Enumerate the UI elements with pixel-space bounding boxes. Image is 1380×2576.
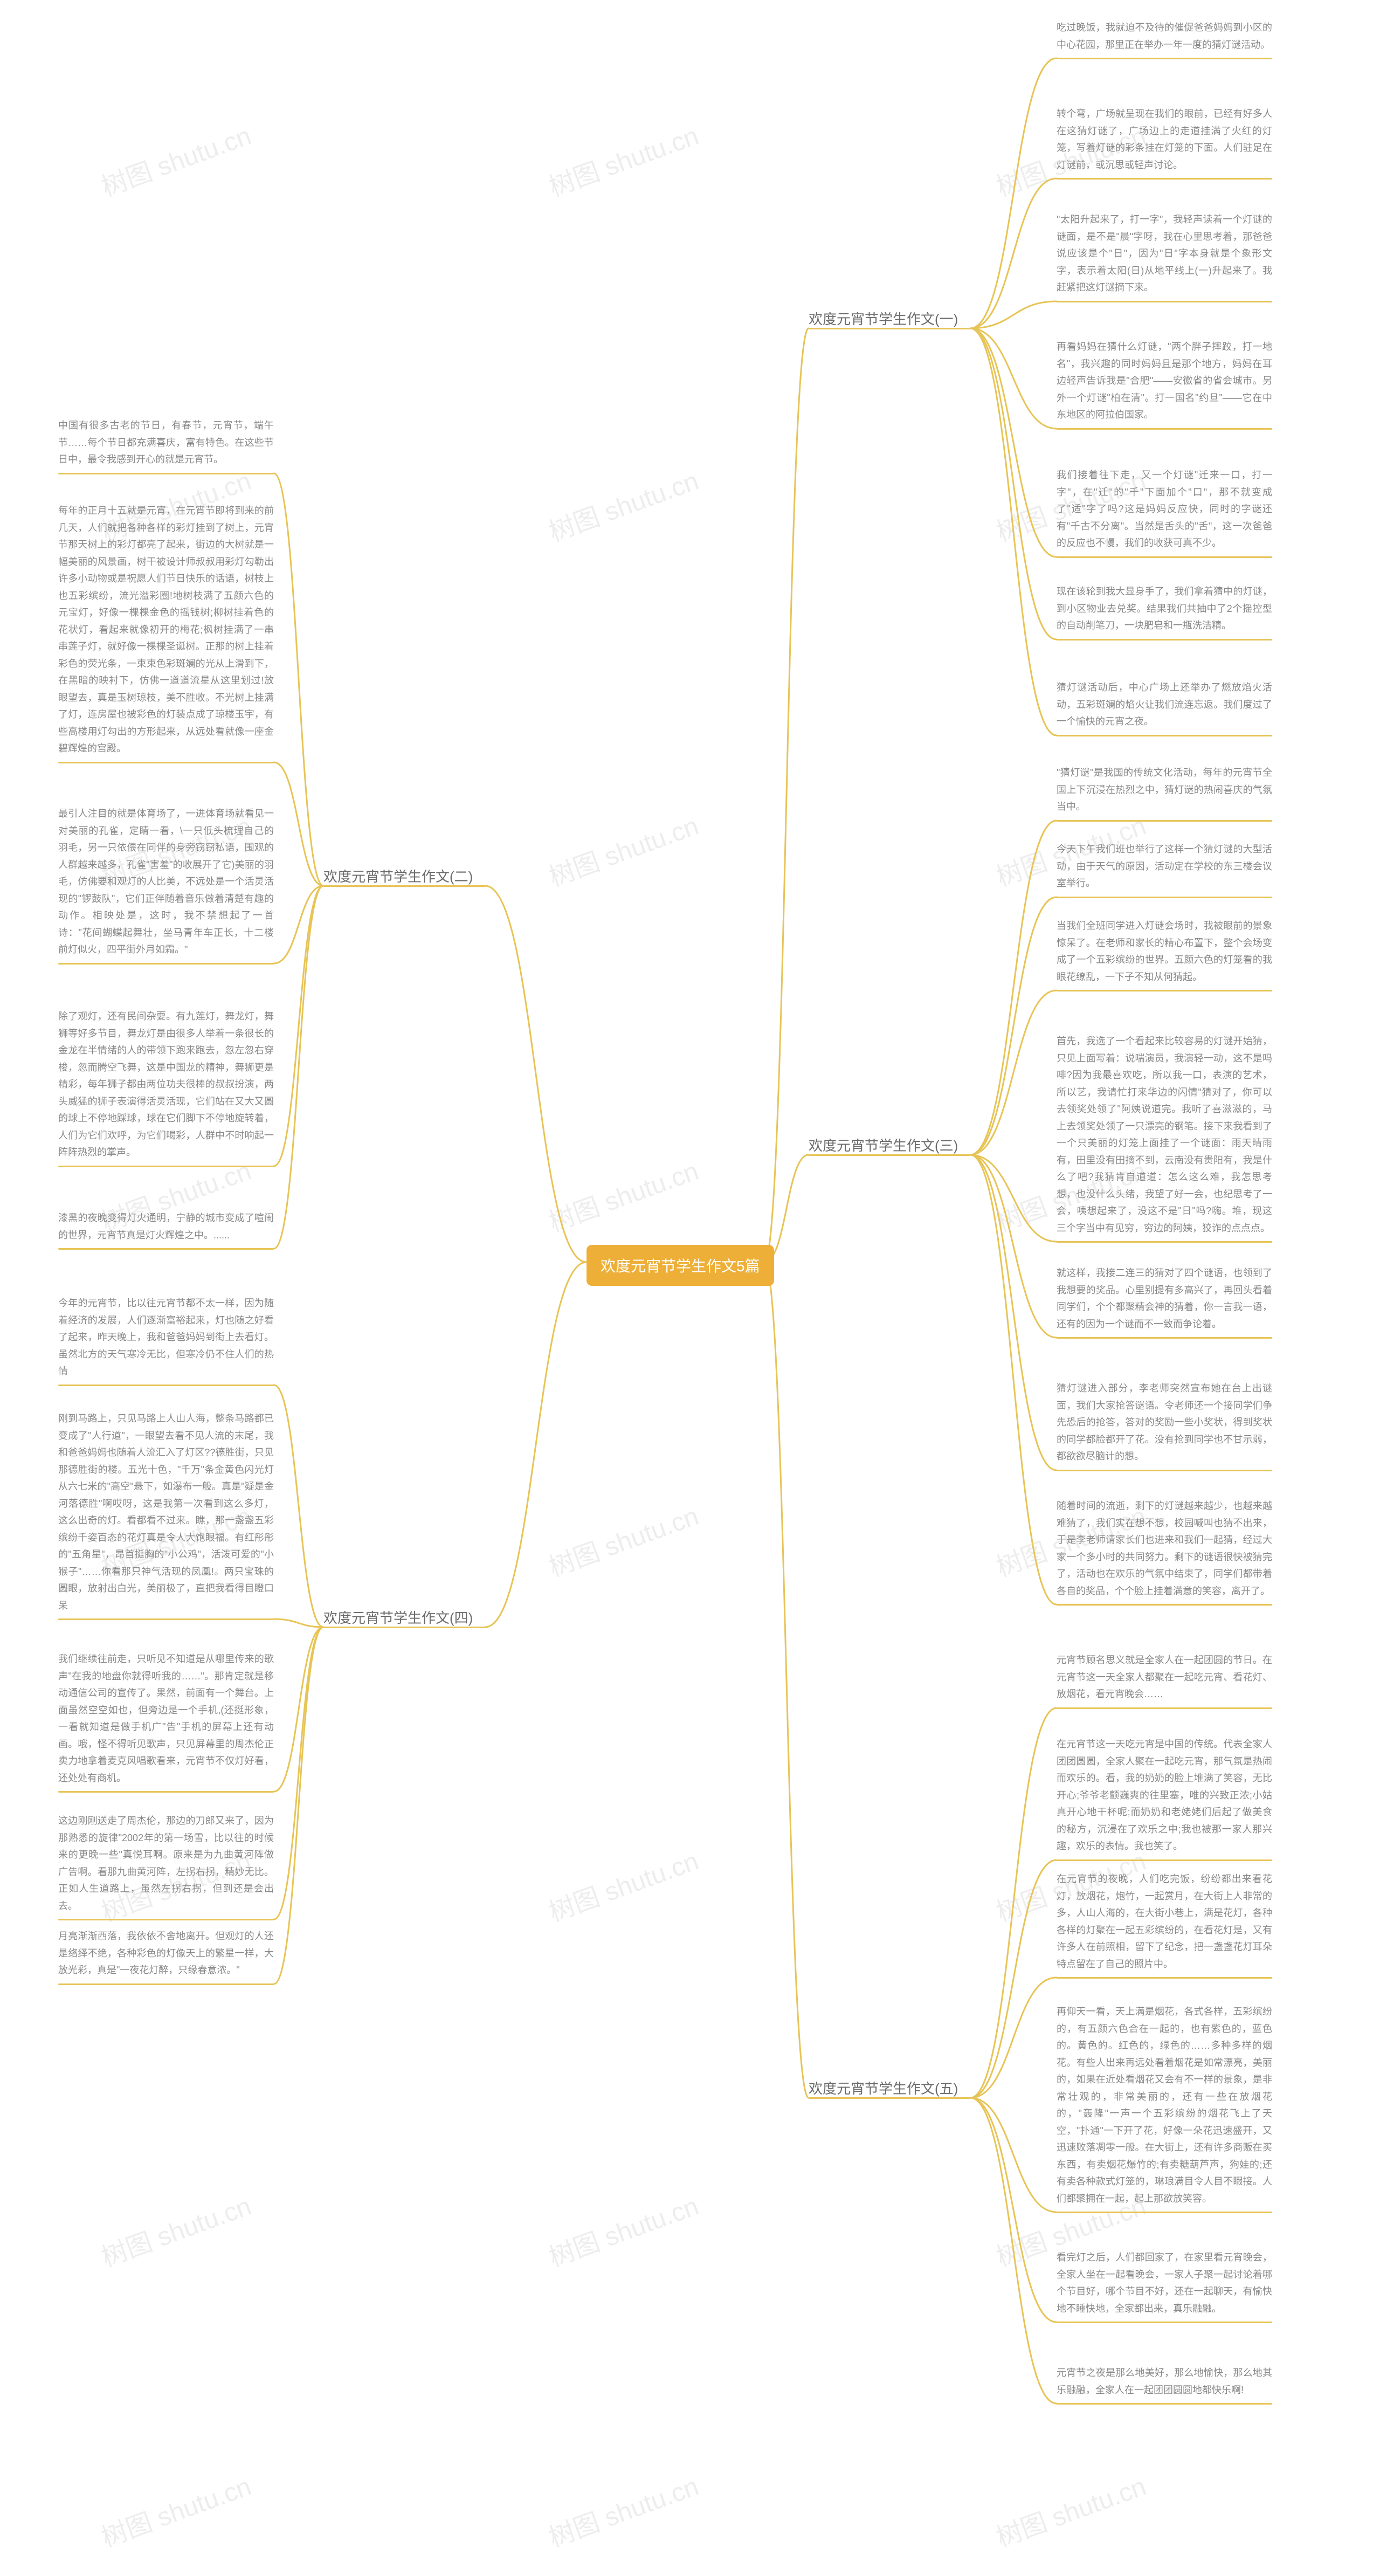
leaf-underline (1057, 2322, 1272, 2323)
leaf-underline (58, 1983, 274, 1985)
leaf-text: 在元宵节这一天吃元宵是中国的传统。代表全家人团团圆圆，全家人聚在一起吃元宵，那气… (1057, 1736, 1272, 1858)
leaf-underline (58, 1791, 274, 1793)
leaf-underline (58, 1618, 274, 1620)
leaf-underline (58, 1919, 274, 1920)
leaf-text: 今天下午我们班也举行了这样一个猜灯谜的大型活动，由于天气的原因，活动定在学校的东… (1057, 841, 1272, 896)
leaf-text: 最引人注目的就是体育场了，一进体育场就看见一对美丽的孔雀，定睛一看，\一只低头梳… (58, 805, 274, 962)
center-label: 欢度元宵节学生作文5篇 (601, 1258, 760, 1275)
leaf-text: 今年的元宵节，比以往元宵节都不太一样，因为随着经济的发展，人们逐渐富裕起来，灯也… (58, 1295, 274, 1383)
leaf-text: 转个弯，广场就呈现在我们的眼前，已经有好多人在这猜灯谜了，广场边上的走道挂满了火… (1057, 106, 1272, 177)
leaf-text: 随着时间的流逝，剩下的灯谜越来越少，也越来越难猜了，我们实在想不想，校园喊叫也猜… (1057, 1498, 1272, 1603)
branch-label: 欢度元宵节学生作文(二) (323, 866, 473, 890)
leaf-underline (1057, 428, 1272, 430)
leaf-text: 元宵节顾名思义就是全家人在一起团圆的节日。在元宵节这一天全家人都聚在一起吃元宵、… (1057, 1652, 1272, 1706)
leaf-text: 元宵节之夜是那么地美好，那么地愉快，那么地其乐融融，全家人在一起团团圆圆地都快乐… (1057, 2365, 1272, 2402)
leaf-underline (58, 1166, 274, 1167)
leaf-underline (1057, 1241, 1272, 1243)
leaf-text: 这边刚刚送走了周杰伦，那边的刀郎又来了，因为那熟悉的旋律"2002年的第一场雪，… (58, 1813, 274, 1918)
leaf-text: 首先，我选了一个看起来比较容易的灯谜开始猜，只见上面写着：说喘演员，我演轻一动，… (1057, 1033, 1272, 1240)
leaf-underline (1057, 178, 1272, 180)
leaf-text: 中国有很多古老的节日，有春节，元宵节，端午节……每个节日都充满喜庆，富有特色。在… (58, 417, 274, 472)
leaf-text: 月亮渐渐西落，我依依不舍地离开。但观灯的人还是络绎不绝，各种彩色的灯像天上的繁星… (58, 1928, 274, 1982)
leaf-underline (1057, 990, 1272, 991)
leaf-text: 每年的正月十五就是元宵，在元宵节即将到来的前几天，人们就把各种各样的彩灯挂到了树… (58, 502, 274, 761)
leaf-underline (1057, 735, 1272, 736)
leaf-underline (58, 762, 274, 763)
leaf-underline (1057, 1977, 1272, 1979)
branch-label: 欢度元宵节学生作文(三) (809, 1135, 958, 1159)
leaf-text: 再仰天一看，天上满是烟花，各式各样，五彩缤纷的，有五颜六色合在一起的，也有紫色的… (1057, 2003, 1272, 2210)
leaf-underline (58, 963, 274, 965)
leaf-text: 刚到马路上，只见马路上人山人海，整条马路都已变成了"人行道"，一眼望去看不见人流… (58, 1410, 274, 1617)
leaf-underline (1057, 1337, 1272, 1339)
leaf-text: 除了观灯，还有民间杂耍。有九莲灯，舞龙灯，舞狮等好多节目，舞龙灯是由很多人举着一… (58, 1008, 274, 1165)
leaf-text: 猜灯谜活动后，中心广场上还举办了燃放焰火活动，五彩斑斓的焰火让我们流连忘返。我们… (1057, 679, 1272, 734)
leaf-underline (1057, 1604, 1272, 1606)
leaf-underline (1057, 1470, 1272, 1471)
leaf-underline (58, 1248, 274, 1250)
leaf-text: 看完灯之后，人们都回家了，在家里看元宵晚会，全家人坐在一起看晚会，一家人子聚一起… (1057, 2249, 1272, 2320)
leaf-text: 就这样，我接二连三的猜对了四个谜语，也领到了我想要的奖品。心里别提有多高兴了，再… (1057, 1265, 1272, 1336)
leaf-text: 吃过晚饭，我就迫不及待的催促爸爸妈妈到小区的中心花园，那里正在举办一年一度的猜灯… (1057, 19, 1272, 57)
leaf-text: 我们接着往下走，又一个灯谜"迁来一口，打一字"，在"迁"的"千"下面加个"口"，… (1057, 467, 1272, 555)
leaf-underline (1057, 1859, 1272, 1861)
leaf-text: 现在该轮到我大显身手了，我们拿着猜中的灯谜，到小区物业去兑奖。结果我们共抽中了2… (1057, 583, 1272, 638)
leaf-underline (1057, 639, 1272, 640)
center-node: 欢度元宵节学生作文5篇 (586, 1245, 774, 1286)
leaf-text: 当我们全班同学进入灯谜会场时，我被眼前的景象惊呆了。在老师和家长的精心布置下，整… (1057, 918, 1272, 989)
leaf-underline (1057, 2403, 1272, 2405)
leaf-text: 漆黑的夜晚变得灯火通明，宁静的城市变成了喧闹的世界，元宵节真是灯火辉煌之中。..… (58, 1210, 274, 1247)
leaf-text: 再看妈妈在猜什么灯谜，"两个胖子摔跤，打一地名"，我兴趣的同时妈妈且是那个地方，… (1057, 339, 1272, 427)
leaf-underline (58, 473, 274, 474)
leaf-underline (1057, 1707, 1272, 1709)
leaf-text: 在元宵节的夜晚，人们吃完饭，纷纷都出来看花灯，放烟花，炮竹，一起赏月，在大街上人… (1057, 1871, 1272, 1976)
leaf-text: "猜灯谜"是我国的传统文化活动，每年的元宵节全国上下沉浸在热烈之中，猜灯谜的热闹… (1057, 764, 1272, 819)
leaf-underline (1057, 301, 1272, 302)
leaf-underline (58, 1385, 274, 1386)
leaf-underline (1057, 58, 1272, 59)
leaf-text: "太阳升起来了，打一字"，我轻声读着一个灯谜的谜面，是不是"晨"字呀，我在心里思… (1057, 211, 1272, 300)
branch-label: 欢度元宵节学生作文(五) (809, 2078, 958, 2102)
leaf-underline (1057, 820, 1272, 822)
branch-label: 欢度元宵节学生作文(一) (809, 308, 958, 333)
leaf-text: 猜灯谜进入部分，李老师突然宣布她在台上出谜面，我们大家抢答谜语。令老师还一个接同… (1057, 1380, 1272, 1469)
leaf-underline (1057, 556, 1272, 558)
leaf-text: 我们继续往前走，只听见不知道是从哪里传来的歌声"在我的地盘你就得听我的……"。那… (58, 1651, 274, 1790)
branch-label: 欢度元宵节学生作文(四) (323, 1607, 473, 1631)
leaf-underline (1057, 2212, 1272, 2213)
leaf-underline (1057, 897, 1272, 898)
